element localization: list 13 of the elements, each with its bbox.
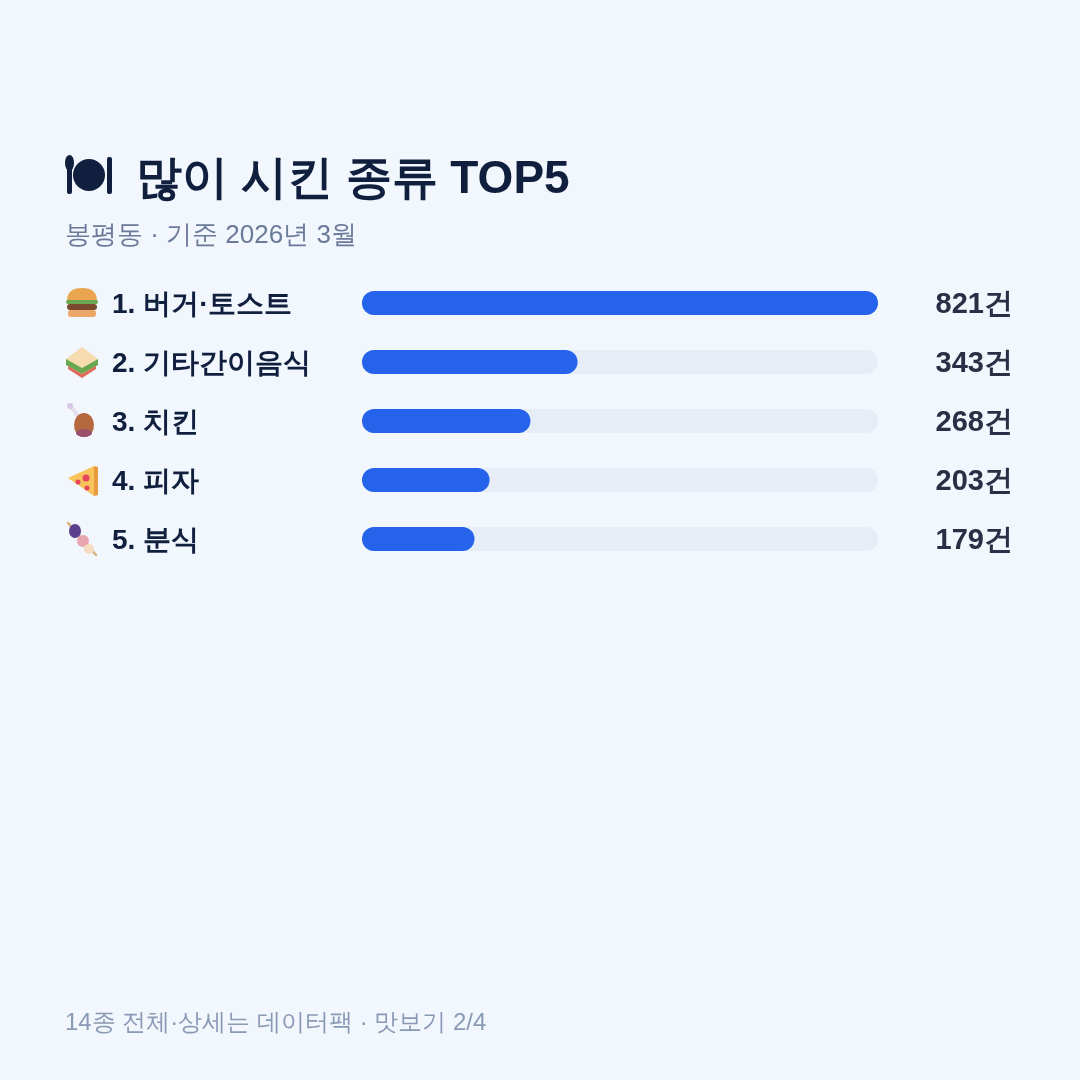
category: 2. 기타간이음식 <box>112 347 312 378</box>
subtitle: 봉평동 · 기준 2026년 3월 <box>65 219 357 249</box>
value-label: 203건 <box>935 464 1013 496</box>
value-label: 343건 <box>935 346 1013 378</box>
annotation: 14종 전체·상세는 데이터팩 · 맛보기 2/4 <box>65 1008 487 1035</box>
category: 1. 버거·토스트 <box>112 288 293 319</box>
value-label: 179건 <box>935 523 1013 555</box>
category: 3. 치킨 <box>112 406 200 437</box>
category: 5. 분식 <box>112 524 200 555</box>
title: 많이 시킨 종류 TOP5 <box>136 151 570 203</box>
category: 4. 피자 <box>112 465 200 496</box>
value-label: 821건 <box>935 287 1013 319</box>
value-label: 268건 <box>935 405 1013 437</box>
